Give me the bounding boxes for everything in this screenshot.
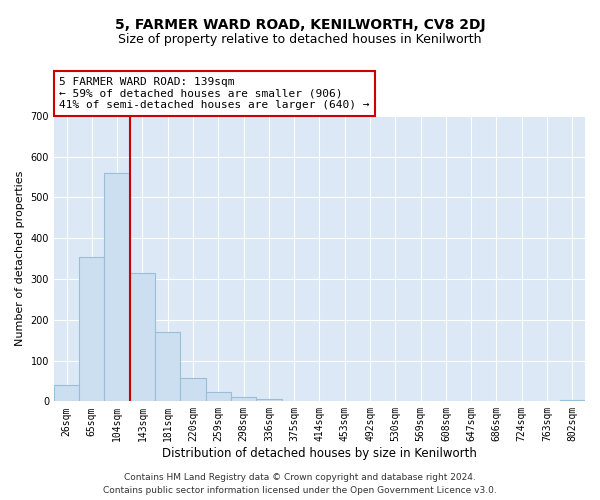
X-axis label: Distribution of detached houses by size in Kenilworth: Distribution of detached houses by size … <box>162 447 477 460</box>
Bar <box>54 385 79 402</box>
Bar <box>281 400 307 402</box>
Text: 5 FARMER WARD ROAD: 139sqm
← 59% of detached houses are smaller (906)
41% of sem: 5 FARMER WARD ROAD: 139sqm ← 59% of deta… <box>59 77 370 110</box>
Y-axis label: Number of detached properties: Number of detached properties <box>15 171 25 346</box>
Bar <box>206 392 231 402</box>
Text: Contains HM Land Registry data © Crown copyright and database right 2024.
Contai: Contains HM Land Registry data © Crown c… <box>103 474 497 495</box>
Bar <box>181 378 206 402</box>
Bar <box>560 400 585 402</box>
Bar <box>256 400 281 402</box>
Text: 5, FARMER WARD ROAD, KENILWORTH, CV8 2DJ: 5, FARMER WARD ROAD, KENILWORTH, CV8 2DJ <box>115 18 485 32</box>
Bar <box>231 397 256 402</box>
Bar <box>104 173 130 402</box>
Bar <box>155 332 181 402</box>
Bar <box>130 273 155 402</box>
Text: Size of property relative to detached houses in Kenilworth: Size of property relative to detached ho… <box>118 32 482 46</box>
Bar <box>79 256 104 402</box>
